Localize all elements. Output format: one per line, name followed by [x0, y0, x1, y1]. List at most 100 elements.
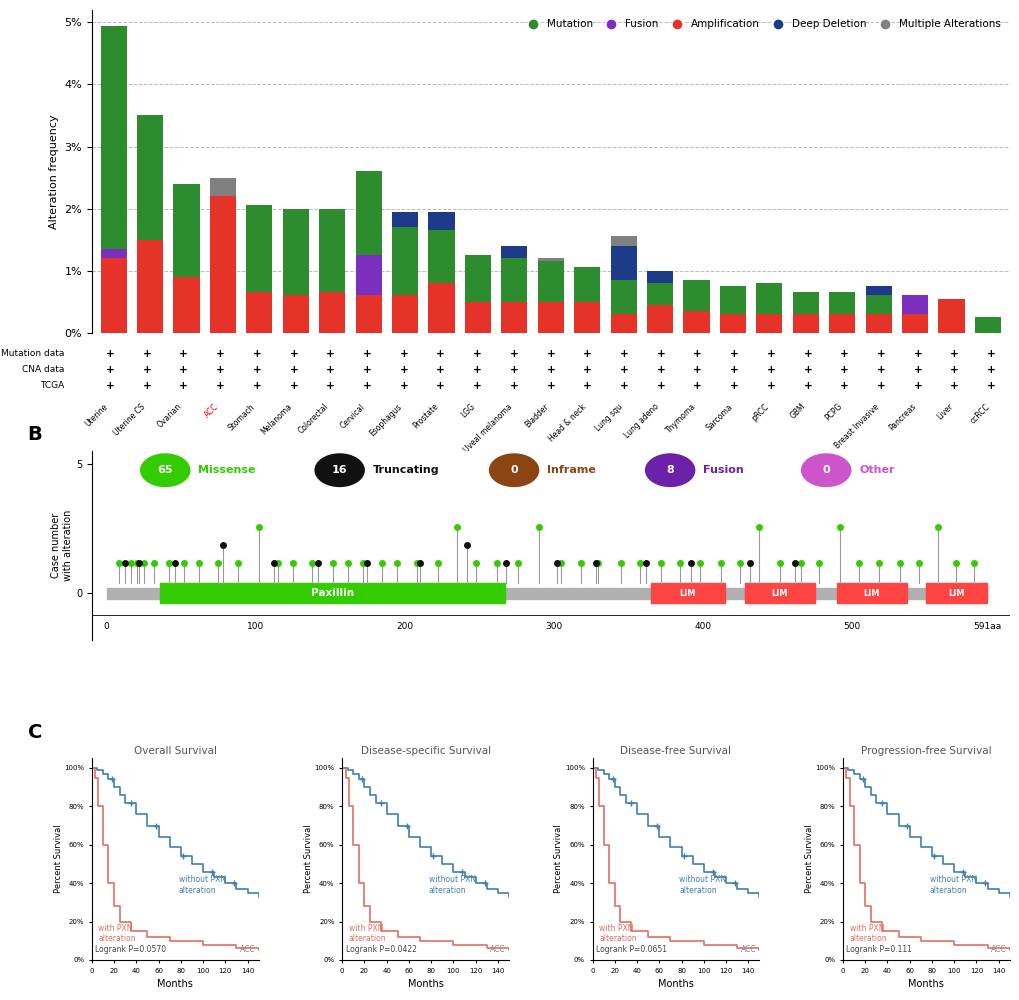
- Text: +: +: [693, 365, 701, 375]
- Bar: [646, 283, 673, 305]
- Text: Fusion: Fusion: [702, 465, 743, 475]
- Bar: [356, 171, 381, 255]
- Ellipse shape: [644, 453, 695, 487]
- Bar: [500, 302, 527, 333]
- Y-axis label: Alteration frequency: Alteration frequency: [49, 114, 59, 229]
- Text: without PXN
alteration: without PXN alteration: [429, 875, 476, 895]
- Text: +: +: [179, 349, 187, 359]
- Bar: [683, 311, 709, 333]
- Bar: [319, 209, 345, 292]
- Bar: [537, 261, 564, 302]
- Text: Logrank P=0.0570: Logrank P=0.0570: [95, 945, 166, 954]
- Text: +: +: [620, 349, 628, 359]
- Text: Colorectal: Colorectal: [297, 402, 330, 436]
- Text: +: +: [583, 365, 591, 375]
- X-axis label: Months: Months: [408, 979, 443, 989]
- Y-axis label: Percent Survival: Percent Survival: [554, 825, 562, 893]
- Text: +: +: [216, 381, 224, 391]
- Text: +: +: [950, 365, 958, 375]
- Text: +: +: [656, 365, 664, 375]
- Y-axis label: Case number
with alteration: Case number with alteration: [51, 510, 73, 581]
- Text: ACC: ACC: [740, 945, 755, 954]
- Text: +: +: [399, 381, 408, 391]
- Bar: [246, 205, 272, 292]
- Text: +: +: [253, 381, 261, 391]
- Text: +: +: [363, 365, 371, 375]
- Text: +: +: [546, 365, 554, 375]
- Text: without PXN
alteration: without PXN alteration: [928, 875, 976, 895]
- Bar: [137, 240, 163, 333]
- Text: 591aa: 591aa: [972, 622, 1001, 631]
- Bar: [356, 295, 381, 333]
- Text: +: +: [399, 365, 408, 375]
- Text: Thymoma: Thymoma: [663, 402, 697, 435]
- Bar: [282, 209, 309, 295]
- Y-axis label: Percent Survival: Percent Survival: [54, 825, 62, 893]
- Text: +: +: [876, 381, 884, 391]
- Text: +: +: [803, 381, 811, 391]
- Text: +: +: [510, 365, 518, 375]
- Text: +: +: [803, 365, 811, 375]
- Text: Melanoma: Melanoma: [259, 402, 293, 437]
- Text: Cervical: Cervical: [338, 402, 367, 430]
- Bar: [574, 302, 600, 333]
- Text: +: +: [363, 381, 371, 391]
- Text: Liver: Liver: [934, 402, 954, 422]
- Text: Logrank P=0.0651: Logrank P=0.0651: [595, 945, 666, 954]
- Text: +: +: [106, 365, 114, 375]
- Text: ccRCC: ccRCC: [967, 402, 990, 425]
- Bar: [537, 302, 564, 333]
- Text: CNA data: CNA data: [21, 365, 64, 374]
- Bar: [837, 583, 906, 603]
- Bar: [683, 280, 709, 311]
- Text: with PXN
alteration: with PXN alteration: [348, 924, 386, 943]
- Text: +: +: [950, 349, 958, 359]
- Bar: [101, 249, 126, 258]
- Text: +: +: [289, 349, 298, 359]
- Text: LIM: LIM: [948, 589, 964, 598]
- Text: +: +: [326, 349, 334, 359]
- Title: Overall Survival: Overall Survival: [133, 746, 217, 756]
- Text: Sarcoma: Sarcoma: [704, 402, 734, 432]
- Bar: [101, 258, 126, 333]
- Text: +: +: [510, 381, 518, 391]
- Text: +: +: [620, 381, 628, 391]
- Text: Other: Other: [858, 465, 894, 475]
- Text: ACC: ACC: [489, 945, 505, 954]
- Text: without PXN
alteration: without PXN alteration: [679, 875, 726, 895]
- Text: 8: 8: [665, 465, 674, 475]
- Text: +: +: [106, 349, 114, 359]
- Ellipse shape: [488, 453, 539, 487]
- Bar: [428, 230, 454, 283]
- Text: with PXN
alteration: with PXN alteration: [849, 924, 887, 943]
- Text: 300: 300: [544, 622, 561, 631]
- Bar: [744, 583, 814, 603]
- Ellipse shape: [314, 453, 365, 487]
- Text: LGG: LGG: [460, 402, 477, 420]
- Bar: [428, 212, 454, 230]
- Text: +: +: [326, 365, 334, 375]
- Bar: [210, 196, 235, 333]
- Text: GBM: GBM: [789, 402, 807, 421]
- Text: A: A: [28, 0, 43, 1]
- Bar: [646, 271, 673, 283]
- Text: +: +: [876, 365, 884, 375]
- Text: +: +: [216, 365, 224, 375]
- Bar: [391, 227, 418, 295]
- Text: ACC: ACC: [239, 945, 255, 954]
- Text: ACC: ACC: [989, 945, 1006, 954]
- Text: Uterine: Uterine: [84, 402, 110, 428]
- Bar: [107, 588, 986, 599]
- Text: LIM: LIM: [863, 589, 879, 598]
- Text: +: +: [620, 365, 628, 375]
- Bar: [428, 283, 454, 333]
- Text: 400: 400: [694, 622, 710, 631]
- Text: +: +: [840, 381, 848, 391]
- Text: Lung adeno: Lung adeno: [623, 402, 660, 440]
- Text: +: +: [876, 349, 884, 359]
- Text: Breast Invasive: Breast Invasive: [833, 402, 880, 450]
- Text: Truncating: Truncating: [372, 465, 439, 475]
- Text: 16: 16: [331, 465, 347, 475]
- Text: Logrank P=0.111: Logrank P=0.111: [846, 945, 911, 954]
- X-axis label: Months: Months: [657, 979, 693, 989]
